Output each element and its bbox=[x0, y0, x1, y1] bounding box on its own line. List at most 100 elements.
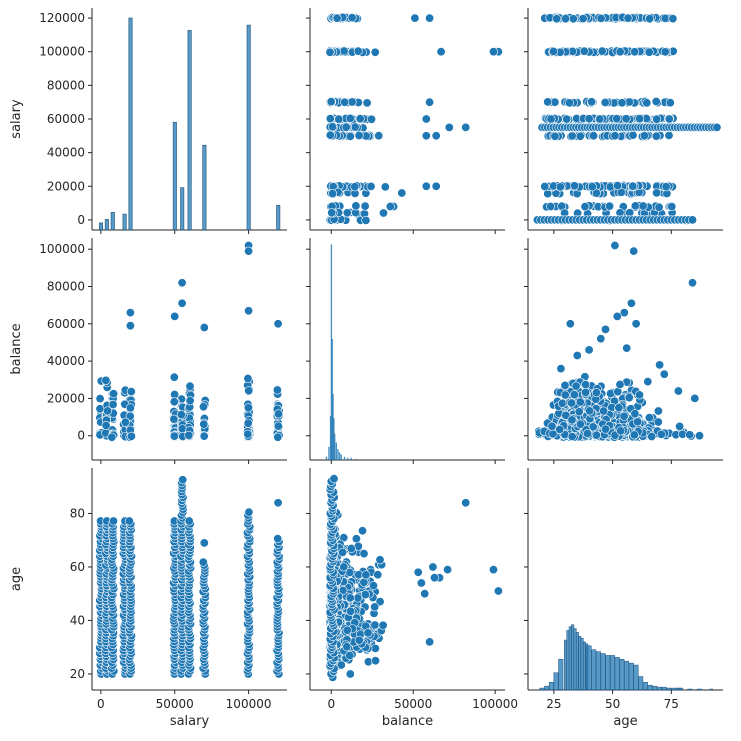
salary-hist-bar bbox=[187, 30, 192, 231]
point-balance-age bbox=[656, 429, 666, 439]
balance-hist-bar bbox=[325, 456, 328, 460]
point-salary-balance bbox=[334, 114, 344, 124]
point-balance-age bbox=[574, 407, 584, 417]
point-salary-age bbox=[596, 13, 606, 23]
point-balance-age bbox=[555, 424, 565, 434]
point-salary-balance bbox=[410, 13, 420, 23]
point-balance-age bbox=[653, 406, 663, 416]
point-balance-salary bbox=[108, 399, 118, 409]
point-salary-age bbox=[613, 181, 623, 191]
point-age-balance bbox=[375, 555, 385, 565]
age-hist-bar bbox=[647, 684, 653, 691]
point-salary-balance bbox=[339, 46, 349, 56]
point-balance-age bbox=[575, 419, 585, 429]
point-balance-age bbox=[622, 343, 632, 353]
point-balance-salary bbox=[169, 372, 179, 382]
point-salary-age bbox=[567, 131, 577, 141]
point-balance-salary bbox=[95, 394, 105, 404]
balance-hist-bar bbox=[343, 456, 346, 460]
point-salary-age bbox=[610, 131, 620, 141]
point-age-balance bbox=[363, 628, 373, 638]
point-balance-age bbox=[624, 393, 634, 403]
ytick-label: 120000 bbox=[39, 11, 85, 25]
age-hist-bar bbox=[678, 687, 684, 691]
salary-hist-bar bbox=[202, 144, 207, 231]
point-age-balance bbox=[338, 547, 348, 557]
balance-hist-bar bbox=[335, 442, 338, 460]
ytick-label: 0 bbox=[77, 429, 85, 443]
point-salary-age bbox=[623, 13, 633, 23]
age-hist-bar bbox=[591, 649, 597, 691]
point-salary-age bbox=[555, 182, 565, 192]
xtick-label: 50000 bbox=[156, 697, 194, 711]
point-age-balance bbox=[357, 526, 367, 536]
point-balance-salary bbox=[184, 430, 194, 440]
point-age-salary bbox=[178, 475, 188, 485]
balance-hist-bar bbox=[332, 394, 334, 460]
point-balance-age bbox=[584, 345, 594, 355]
point-balance-age bbox=[614, 403, 624, 413]
point-age-balance bbox=[420, 589, 430, 599]
age-hist-bar bbox=[633, 664, 639, 691]
point-balance-age bbox=[647, 431, 657, 441]
point-salary-age bbox=[589, 131, 599, 141]
balance-hist-bar bbox=[350, 457, 352, 460]
point-salary-age bbox=[552, 14, 562, 24]
point-salary-balance bbox=[325, 114, 335, 124]
point-balance-salary bbox=[169, 414, 179, 424]
point-age-salary bbox=[199, 538, 209, 548]
point-balance-age bbox=[616, 426, 626, 436]
point-salary-balance bbox=[397, 188, 407, 198]
point-salary-age bbox=[540, 182, 550, 192]
point-salary-age bbox=[580, 202, 590, 212]
point-age-balance bbox=[428, 562, 438, 572]
ytick-label: 60000 bbox=[47, 112, 85, 126]
point-balance-age bbox=[626, 298, 636, 308]
point-balance-age bbox=[560, 390, 570, 400]
point-balance-salary bbox=[244, 386, 254, 396]
point-salary-balance bbox=[488, 47, 498, 57]
ytick-label: 60000 bbox=[47, 317, 85, 331]
point-balance-salary bbox=[177, 298, 187, 308]
point-balance-salary bbox=[244, 246, 254, 256]
point-salary-age bbox=[564, 98, 574, 108]
point-balance-age bbox=[557, 398, 567, 408]
point-balance-age bbox=[560, 380, 570, 390]
point-age-salary bbox=[184, 516, 194, 526]
point-salary-age bbox=[712, 122, 722, 132]
point-balance-salary bbox=[244, 306, 254, 316]
point-balance-age bbox=[631, 319, 641, 329]
point-age-salary bbox=[109, 516, 119, 526]
point-salary-balance bbox=[431, 181, 441, 191]
point-balance-salary bbox=[125, 321, 135, 331]
point-salary-balance bbox=[351, 201, 361, 211]
point-salary-balance bbox=[341, 122, 351, 132]
point-balance-age bbox=[572, 350, 582, 360]
point-age-balance bbox=[488, 565, 498, 575]
point-age-balance bbox=[353, 593, 363, 603]
point-salary-balance bbox=[431, 131, 441, 141]
age-hist-bar bbox=[652, 685, 658, 691]
point-salary-age bbox=[591, 188, 601, 198]
point-salary-age bbox=[638, 201, 648, 211]
point-balance-age bbox=[556, 364, 566, 374]
point-salary-balance bbox=[374, 131, 384, 141]
age-hist-bar bbox=[586, 645, 592, 691]
point-age-balance bbox=[361, 570, 371, 580]
age-hist-bar bbox=[696, 688, 702, 691]
age-hist-bar bbox=[687, 688, 693, 691]
point-salary-balance bbox=[421, 114, 431, 124]
point-balance-age bbox=[653, 417, 663, 427]
point-salary-age bbox=[617, 98, 627, 108]
point-balance-age bbox=[567, 398, 577, 408]
point-salary-age bbox=[628, 130, 638, 140]
point-balance-age bbox=[565, 319, 575, 329]
point-age-salary bbox=[273, 498, 283, 508]
point-salary-age bbox=[546, 114, 556, 124]
salary-hist-bar bbox=[246, 24, 251, 231]
point-salary-balance bbox=[366, 114, 376, 124]
salary-hist-bar bbox=[98, 222, 103, 231]
point-age-balance bbox=[370, 643, 380, 653]
balance-hist-bar bbox=[338, 452, 341, 460]
point-balance-salary bbox=[272, 385, 282, 395]
